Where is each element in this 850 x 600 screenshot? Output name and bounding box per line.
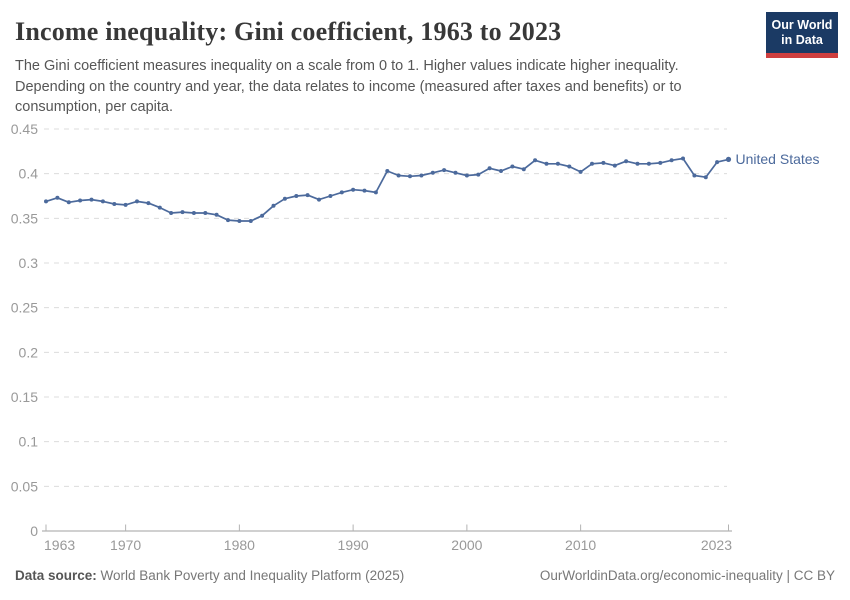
owid-credit-link[interactable]: OurWorldinData.org/economic-inequality |…	[539, 568, 835, 583]
svg-text:1970: 1970	[110, 537, 141, 553]
x-tick-labels: 1963 1970 1980 1990 2000 2010 2023	[44, 537, 732, 553]
svg-text:0.25: 0.25	[11, 300, 38, 316]
svg-text:0.3: 0.3	[19, 255, 39, 271]
svg-text:0.05: 0.05	[11, 478, 38, 494]
data-source-text: World Bank Poverty and Inequality Platfo…	[100, 568, 405, 583]
data-source-label: Data source:	[15, 568, 97, 583]
svg-text:0: 0	[30, 523, 38, 539]
svg-text:0.2: 0.2	[19, 344, 39, 360]
svg-text:1963: 1963	[44, 537, 75, 553]
owid-logo-line2: in Data	[781, 32, 823, 47]
chart-title: Income inequality: Gini coefficient, 196…	[15, 17, 562, 46]
series-label-united-states[interactable]: United States	[736, 151, 820, 167]
svg-text:2010: 2010	[565, 537, 596, 553]
line-end-marker	[725, 156, 732, 162]
y-gridlines	[44, 128, 727, 487]
owid-logo[interactable]: Our World in Data	[766, 12, 838, 58]
owid-logo-line1: Our World	[771, 18, 833, 32]
svg-text:1980: 1980	[224, 537, 255, 553]
data-points[interactable]	[44, 156, 731, 224]
chart-footer: Data source: World Bank Poverty and Ineq…	[15, 568, 835, 583]
data-line[interactable]	[45, 157, 730, 222]
svg-text:0.1: 0.1	[19, 434, 39, 450]
svg-text:0.45: 0.45	[11, 121, 38, 137]
chart-subtitle: The Gini coefficient measures inequality…	[15, 58, 682, 116]
svg-text:2000: 2000	[451, 537, 482, 553]
svg-text:0.15: 0.15	[11, 389, 38, 405]
x-axis	[42, 524, 732, 532]
data-source-note: Data source: World Bank Poverty and Ineq…	[15, 568, 404, 583]
svg-text:1990: 1990	[338, 537, 369, 553]
svg-text:0.4: 0.4	[19, 166, 39, 182]
svg-text:0.35: 0.35	[11, 210, 38, 226]
y-tick-labels: 0 0.05 0.1 0.15 0.2 0.25 0.3 0.35 0.4 0.45	[11, 121, 38, 539]
svg-text:2023: 2023	[701, 537, 732, 553]
